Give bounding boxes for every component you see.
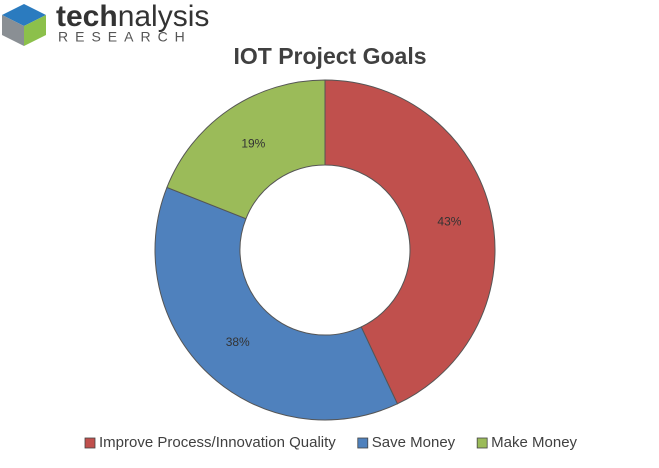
legend: Improve Process/Innovation Quality Save M… <box>84 434 578 451</box>
legend-marker <box>84 437 96 449</box>
logo-subtitle: RESEARCH <box>58 29 192 45</box>
donut-slice <box>324 79 496 405</box>
logo-cube-right <box>24 15 46 46</box>
legend-label: Save Money <box>372 434 456 451</box>
logo-tech: tech <box>56 0 118 33</box>
legend-label: Make Money <box>491 434 577 451</box>
value-label: 38% <box>226 335 250 349</box>
logo-nalysis: nalysis <box>118 0 210 33</box>
value-label: 19% <box>241 137 265 151</box>
legend-marker <box>476 437 488 449</box>
legend-marker <box>357 437 369 449</box>
logo: technalysis RESEARCH <box>2 0 209 46</box>
legend-label: Improve Process/Innovation Quality <box>99 434 336 451</box>
chart-title: IOT Project Goals <box>234 43 427 69</box>
donut-slice <box>166 79 326 220</box>
donut-slice <box>154 186 399 421</box>
logo-cube-left <box>2 15 24 46</box>
logo-text: technalysis <box>56 0 209 33</box>
value-label: 43% <box>437 214 461 228</box>
plot: 43% 38% 19% <box>154 79 496 421</box>
